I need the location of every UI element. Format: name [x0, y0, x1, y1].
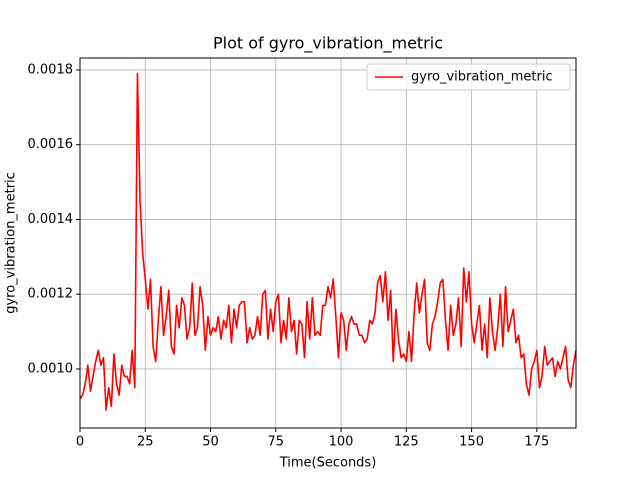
x-tick-label: 50: [202, 435, 219, 450]
x-tick-label: 100: [329, 435, 354, 450]
x-tick-label: 150: [459, 435, 484, 450]
legend-label: gyro_vibration_metric: [411, 70, 553, 85]
x-tick-label: 75: [268, 435, 285, 450]
line-series: [79, 72, 577, 411]
y-tick-label: 0.0016: [28, 137, 74, 152]
plot-frame: [79, 57, 577, 429]
legend-box: [366, 63, 571, 91]
y-tick-label: 0.0018: [28, 62, 74, 77]
y-tick-label: 0.0012: [28, 287, 74, 302]
y-tick-label: 0.0010: [28, 361, 74, 376]
x-tick-label: 175: [524, 435, 549, 450]
chart-title: Plot of gyro_vibration_metric: [213, 34, 443, 54]
x-tick-label: 125: [394, 435, 419, 450]
x-tick-label: 25: [137, 435, 154, 450]
x-tick-label: 0: [76, 435, 84, 450]
y-axis-label: gyro_vibration_metric: [4, 172, 19, 314]
y-tick-label: 0.0014: [28, 212, 74, 227]
x-axis-label: Time(Seconds): [279, 456, 377, 471]
